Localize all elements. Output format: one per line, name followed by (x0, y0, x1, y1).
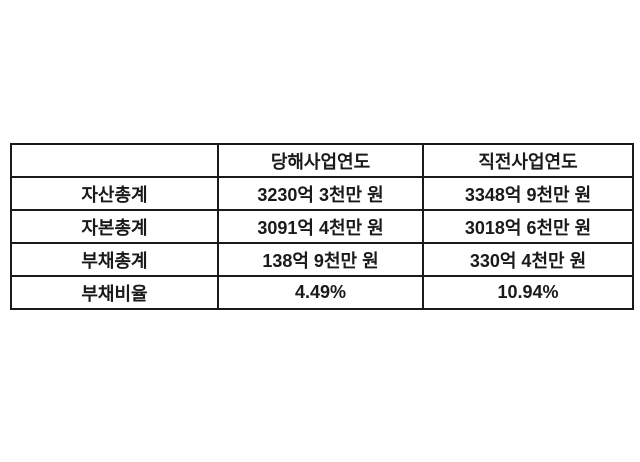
table-row-debt-ratio: 부채비율 4.49% 10.94% (10, 275, 634, 310)
cell-total-liabilities-previous: 330억 4천만 원 (422, 242, 634, 277)
header-cell-previous-fiscal-year: 직전사업연도 (422, 143, 634, 178)
table-row-total-liabilities: 부채총계 138억 9천만 원 330억 4천만 원 (10, 242, 634, 277)
header-cell-empty (10, 143, 219, 178)
table-header-row: 당해사업연도 직전사업연도 (10, 143, 634, 178)
table-row-total-assets: 자산총계 3230억 3천만 원 3348억 9천만 원 (10, 176, 634, 211)
table-row-total-equity: 자본총계 3091억 4천만 원 3018억 6천만 원 (10, 209, 634, 244)
cell-total-equity-current: 3091억 4천만 원 (217, 209, 424, 244)
cell-total-liabilities-current: 138억 9천만 원 (217, 242, 424, 277)
cell-total-assets-previous: 3348억 9천만 원 (422, 176, 634, 211)
cell-total-assets-current: 3230억 3천만 원 (217, 176, 424, 211)
cell-debt-ratio-current: 4.49% (217, 275, 424, 310)
cell-debt-ratio-previous: 10.94% (422, 275, 634, 310)
row-label-debt-ratio: 부채비율 (10, 275, 219, 310)
cell-total-equity-previous: 3018억 6천만 원 (422, 209, 634, 244)
row-label-total-equity: 자본총계 (10, 209, 219, 244)
header-cell-current-fiscal-year: 당해사업연도 (217, 143, 424, 178)
financial-summary-table: 당해사업연도 직전사업연도 자산총계 3230억 3천만 원 3348억 9천만… (10, 143, 634, 310)
row-label-total-liabilities: 부채총계 (10, 242, 219, 277)
row-label-total-assets: 자산총계 (10, 176, 219, 211)
